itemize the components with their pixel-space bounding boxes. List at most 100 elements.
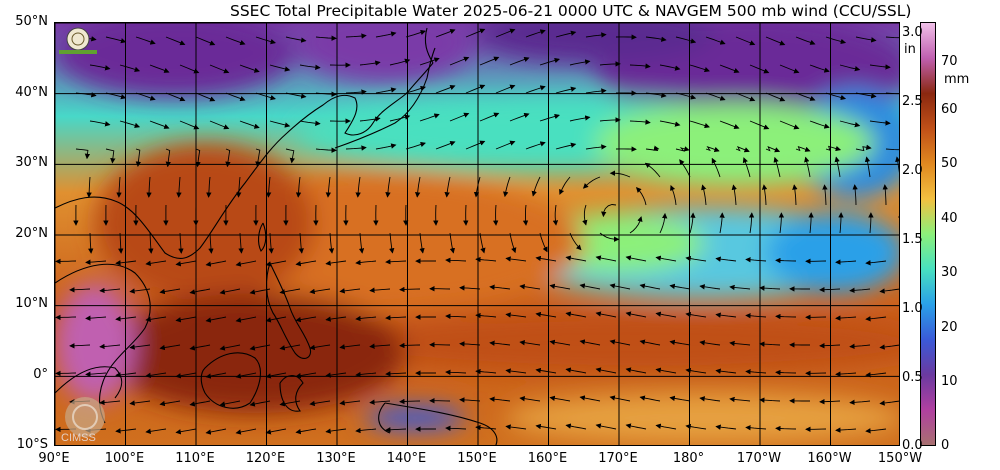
cimss-logo-text: CIMSS [61,432,96,444]
wind-arrow [375,87,397,94]
wind-arrow [285,36,307,43]
wind-arrow [105,92,127,100]
lat-label-10n: 10°N [15,296,48,311]
wind-arrow [265,428,287,435]
wind-arrow [625,255,647,262]
wind-arrow [855,144,872,152]
wind-arrow [235,428,257,435]
wind-arrow [435,28,456,38]
wind-arrow [715,312,737,318]
wind-arrow [175,316,197,323]
wind-arrow [309,400,331,407]
wind-arrow [419,232,425,254]
wind-arrow [882,184,888,206]
wind-arrow [69,343,91,349]
wind-arrow [601,204,617,218]
wind-arrow [595,423,617,430]
wind-arrow [579,339,601,346]
wind-arrow [339,344,361,350]
wind-arrow [265,372,287,379]
wind-arrow [235,372,257,379]
wind-arrow [325,176,332,198]
wind-arrow [659,120,681,127]
wind-arrow [759,341,781,347]
wind-arrow [385,427,407,433]
wind-arrow [295,428,317,435]
wind-arrow [505,368,527,374]
wind-arrow [509,56,530,66]
wind-arrow [435,140,456,150]
wind-arrow [116,176,122,198]
wind-arrow [358,232,365,254]
wind-arrow [175,428,197,435]
wind-arrow [85,315,107,321]
wind-arrow [565,311,587,318]
wind-arrow [285,92,307,99]
wind-arrow [505,312,527,318]
wind-arrow [729,284,751,291]
wind-arrow [268,232,274,254]
lon-label-100e: 100°E [104,451,145,466]
wind-arrow [775,257,797,264]
map-title: SSEC Total Precipitable Water 2025-06-21… [230,2,912,20]
wind-arrow [719,64,740,74]
wind-arrow [689,120,710,129]
wind-arrow [582,204,588,226]
wind-arrow [449,232,456,254]
wind-arrow [569,232,582,251]
wind-arrow [405,29,426,38]
wind-arrow [759,397,781,403]
wind-arrow [809,64,830,73]
lat-label-equator: 0° [33,367,48,382]
wind-arrow [885,92,899,95]
wind-arrow [238,232,244,254]
wind-arrow [729,396,751,403]
wind-arrow [699,340,721,346]
wind-arrow [479,232,486,254]
wind-arrow [295,176,302,198]
wind-arrow [879,400,899,406]
wind-arrow [609,170,631,178]
lat-label-50n: 50°N [15,14,48,29]
wind-arrow [585,88,607,94]
wind-arrow [519,283,541,290]
wind-arrow [465,140,486,150]
wind-arrow [849,399,871,406]
wind-arrow [675,146,690,152]
wind-arrow [465,28,486,38]
wind-arrow [779,64,800,74]
wind-arrow [205,260,227,267]
wind-arrow [735,36,756,46]
wind-arrow [389,114,411,122]
wind-arrow [299,64,321,70]
wind-arrow [719,212,725,234]
wind-arrow [804,156,811,178]
wind-arrow [503,176,511,198]
wind-arrow [655,255,677,262]
wind-arrow [255,36,276,45]
wind-arrow [119,120,141,128]
wind-arrow [145,372,167,379]
wind-arrow [115,316,137,322]
wind-arrow [745,369,767,375]
wind-arrow [399,342,421,349]
wind-arrow [549,395,571,402]
wind-arrow [775,313,797,320]
wind-arrow [414,176,421,198]
lon-label-170e: 170°E [598,451,638,466]
wind-arrow [146,176,152,198]
wind-arrow [825,145,842,152]
wind-arrow [865,316,887,322]
wind-arrow [235,260,257,267]
wind-arrow [355,176,361,198]
wind-arrow [559,176,571,195]
wind-arrow [445,313,467,320]
wind-arrow [773,156,781,178]
wind-arrow [375,143,397,150]
wind-arrow [129,400,151,406]
wind-arrow [105,36,127,44]
wind-arrow [525,85,546,94]
wind-arrow [685,423,707,430]
wind-arrow [865,260,887,266]
wind-arrow [179,64,200,74]
